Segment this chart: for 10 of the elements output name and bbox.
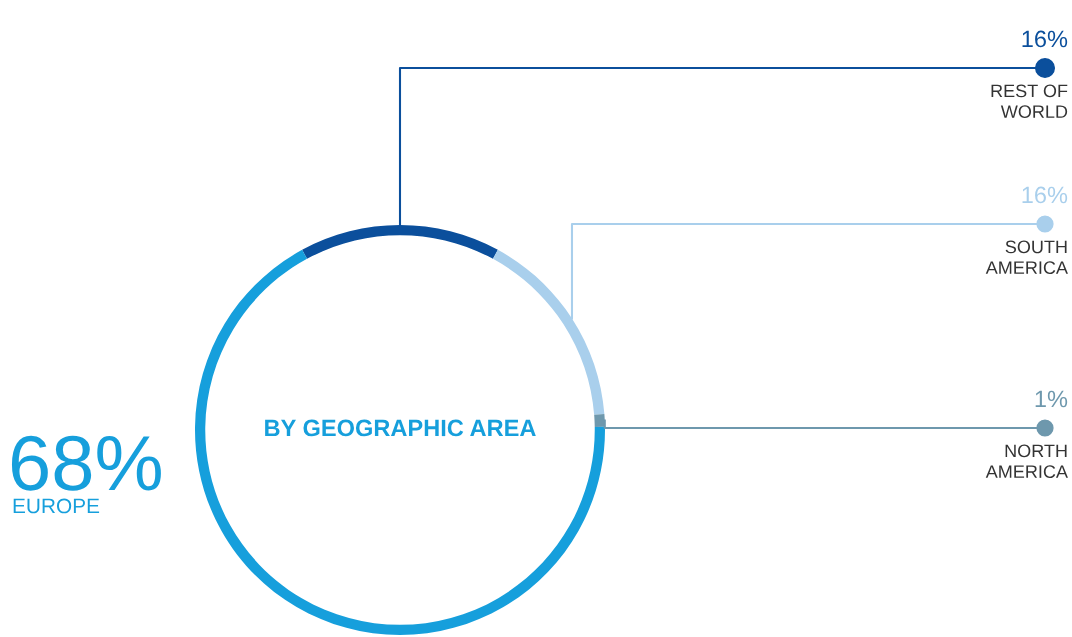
legend-label: NORTH AMERICA bbox=[985, 444, 1068, 479]
data-label: 68% bbox=[11, 435, 161, 491]
legend-label: REST OF WORLD bbox=[991, 84, 1068, 119]
donut-slice bbox=[195, 249, 605, 635]
data-label: 16% bbox=[1022, 30, 1068, 48]
data-label: 16% bbox=[1022, 186, 1068, 204]
data-label: 1% bbox=[1035, 390, 1068, 408]
legend-label: SOUTH AMERICA bbox=[985, 240, 1068, 275]
slice-label: EUROPE bbox=[13, 498, 100, 514]
text: BY GEOGRAPHIC AREA bbox=[265, 419, 536, 437]
